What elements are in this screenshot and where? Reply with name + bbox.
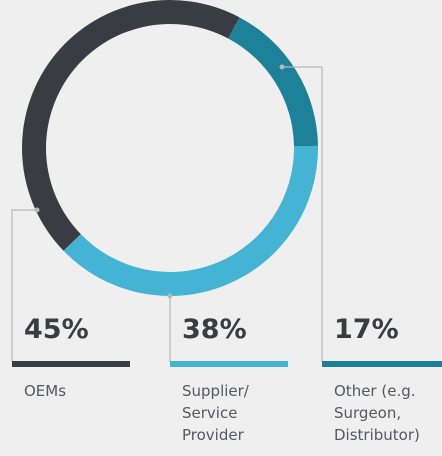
- donut-segment: [22, 0, 240, 251]
- leader-dot: [279, 64, 285, 70]
- category-label: Other (e.g. Surgeon, Distributor): [334, 382, 420, 444]
- donut: [22, 0, 319, 296]
- donut-segment: [228, 17, 318, 147]
- legend-swatch: [170, 361, 288, 367]
- category-label: Supplier/ Service Provider: [182, 382, 249, 444]
- value-label: 45%: [24, 314, 89, 345]
- leader-line: [11, 209, 37, 362]
- leader-line: [282, 66, 323, 362]
- leader-dots: [34, 64, 285, 299]
- legend-swatch: [12, 361, 130, 367]
- value-label: 17%: [334, 314, 399, 345]
- leader-dot: [167, 293, 173, 299]
- leader-dot: [34, 207, 40, 213]
- leader-lines: [11, 66, 323, 362]
- legend-swatch: [322, 361, 442, 367]
- donut-segment: [63, 145, 319, 296]
- value-label: 38%: [182, 314, 247, 345]
- category-label: OEMs: [24, 382, 67, 400]
